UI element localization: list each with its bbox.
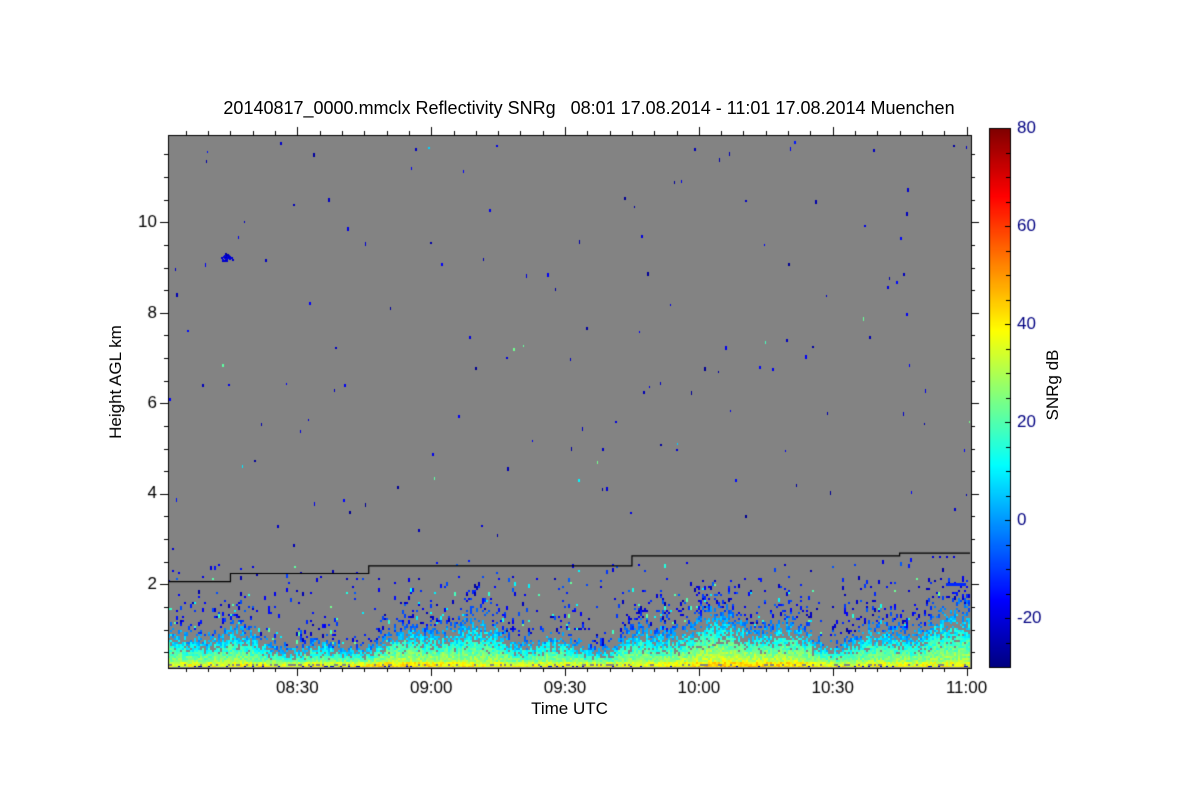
colorbar-title: SNRg dB <box>1043 349 1062 421</box>
y-axis-title: Height AGL km <box>106 325 125 439</box>
plot-title: 20140817_0000.mmclx Reflectivity SNRg 08… <box>223 98 955 118</box>
x-axis-title: Time UTC <box>531 699 608 718</box>
